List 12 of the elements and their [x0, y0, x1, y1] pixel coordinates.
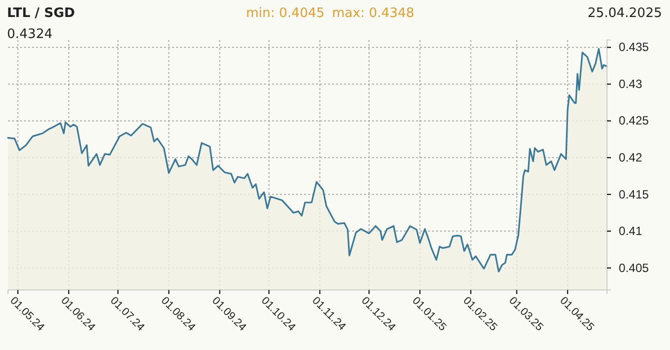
- y-tick-label: 0.415: [618, 187, 650, 202]
- y-tick-label: 0.405: [618, 260, 650, 275]
- y-tick-label: 0.425: [618, 114, 650, 128]
- text: min: 0.4045: [246, 6, 325, 21]
- y-tick-label: 0.435: [618, 40, 650, 54]
- text: 25.04.2025: [588, 6, 662, 21]
- annotation: 0.4324: [7, 27, 52, 42]
- text: max: 0.4348: [332, 6, 414, 21]
- y-tick-label: 0.41: [618, 224, 642, 238]
- chart-title: LTL / SGD: [7, 6, 76, 21]
- y-tick-label: 0.43: [618, 76, 642, 91]
- y-tick-label: 0.42: [618, 150, 642, 164]
